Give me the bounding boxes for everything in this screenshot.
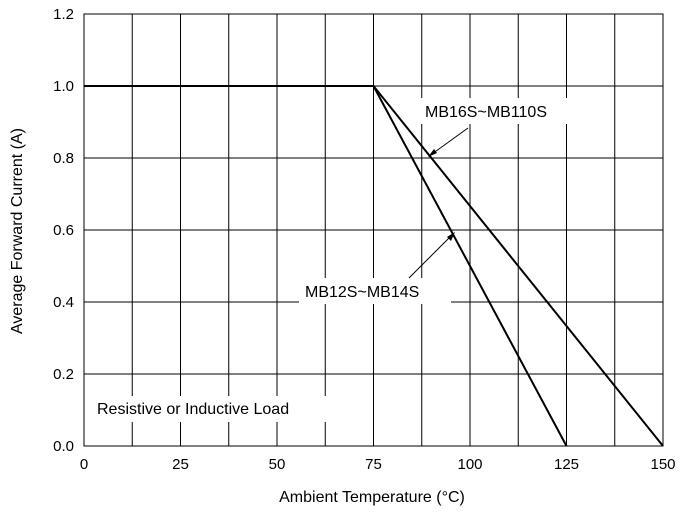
x-axis-label: Ambient Temperature (°C) xyxy=(279,489,465,506)
x-tick-label: 125 xyxy=(554,456,579,473)
annotation-mb16s-arrowhead xyxy=(428,149,437,157)
x-tick-labels: 0 25 50 75 100 125 150 xyxy=(80,456,676,473)
x-tick-label: 0 xyxy=(80,456,88,473)
y-tick-label: 0.0 xyxy=(53,438,74,455)
x-tick-label: 150 xyxy=(650,456,675,473)
y-tick-label: 0.6 xyxy=(53,222,74,239)
annotation-mb16s-arrow-line xyxy=(431,127,469,155)
annotations: MB16S~MB110S MB12S~MB14S Resistive or In… xyxy=(92,98,584,422)
annotation-3-bg xyxy=(92,396,348,422)
y-axis-label: Average Forward Current (A) xyxy=(9,128,26,334)
annotation-1-bg xyxy=(418,98,584,124)
y-tick-label: 1.2 xyxy=(53,6,74,23)
y-tick-label: 0.4 xyxy=(53,294,74,311)
annotation-2-bg xyxy=(299,278,451,304)
annotation-mb12s-arrowhead xyxy=(447,232,455,241)
y-tick-label: 0.8 xyxy=(53,150,74,167)
y-tick-label: 0.2 xyxy=(53,366,74,383)
series-line-2 xyxy=(84,85,568,447)
series-lines xyxy=(84,85,664,447)
x-tick-label: 50 xyxy=(269,456,286,473)
plot-frame xyxy=(83,13,664,447)
annotation-load-note: Resistive or Inductive Load xyxy=(97,401,289,418)
annotation-mb12s-arrow-line xyxy=(408,235,452,279)
annotation-mb12s: MB12S~MB14S xyxy=(305,284,419,301)
x-tick-label: 100 xyxy=(457,456,482,473)
annotation-mb16s: MB16S~MB110S xyxy=(425,104,547,121)
x-tick-label: 75 xyxy=(365,456,382,473)
y-tick-label: 1.0 xyxy=(53,78,74,95)
x-tick-label: 25 xyxy=(172,456,189,473)
y-tick-labels: 0.0 0.2 0.4 0.6 0.8 1.0 1.2 xyxy=(53,6,74,455)
